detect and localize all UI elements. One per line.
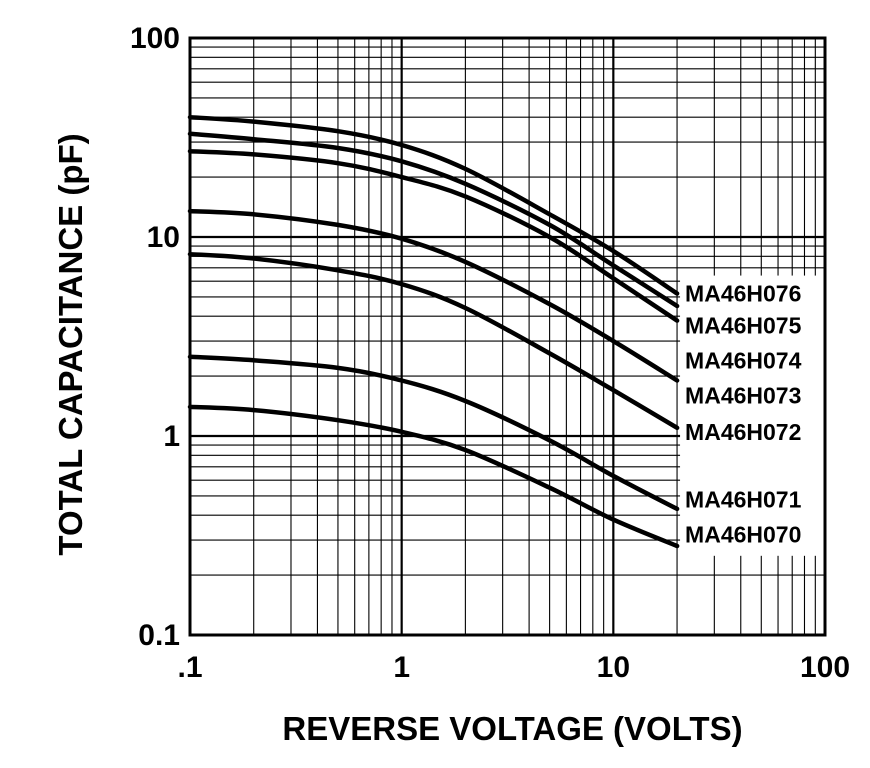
series-label-ma46h070: MA46H070 — [685, 521, 801, 547]
series-line-ma46h071 — [187, 354, 680, 512]
y-tick-label: 100 — [130, 22, 180, 55]
y-tick-label: 10 — [147, 221, 180, 254]
plot-frame — [188, 36, 827, 637]
y-tick-label: 0.1 — [138, 619, 180, 652]
x-tick-label: 100 — [800, 651, 850, 684]
x-tick-label: 10 — [597, 651, 630, 684]
series-label-ma46h076: MA46H076 — [685, 281, 801, 307]
series-line-ma46h076 — [187, 114, 680, 296]
series-lines — [187, 114, 680, 549]
x-tick-label: 1 — [393, 651, 410, 684]
series-label-ma46h074: MA46H074 — [685, 347, 802, 373]
series-line-ma46h070 — [187, 404, 680, 549]
tick-labels: .1 1 10 100 0.1 1 10 100 — [130, 22, 850, 684]
y-axis-title: TOTAL CAPACITANCE (pF) — [52, 133, 89, 555]
series-line-ma46h073 — [187, 208, 680, 383]
series-label-ma46h073: MA46H073 — [685, 382, 801, 408]
series-line-ma46h074 — [187, 148, 680, 323]
x-axis-title: REVERSE VOLTAGE (VOLTS) — [282, 710, 742, 747]
series-label-ma46h072: MA46H072 — [685, 419, 801, 445]
series-labels: MA46H076 MA46H075 MA46H074 MA46H073 MA46H072… — [680, 275, 824, 556]
series-label-ma46h071: MA46H071 — [685, 486, 802, 512]
y-tick-label: 1 — [163, 420, 180, 453]
series-line-ma46h072 — [187, 251, 680, 431]
label-panel — [680, 275, 824, 556]
series-line-ma46h075 — [187, 131, 680, 309]
x-tick-label: .1 — [177, 651, 202, 684]
series-label-ma46h075: MA46H075 — [685, 312, 802, 338]
